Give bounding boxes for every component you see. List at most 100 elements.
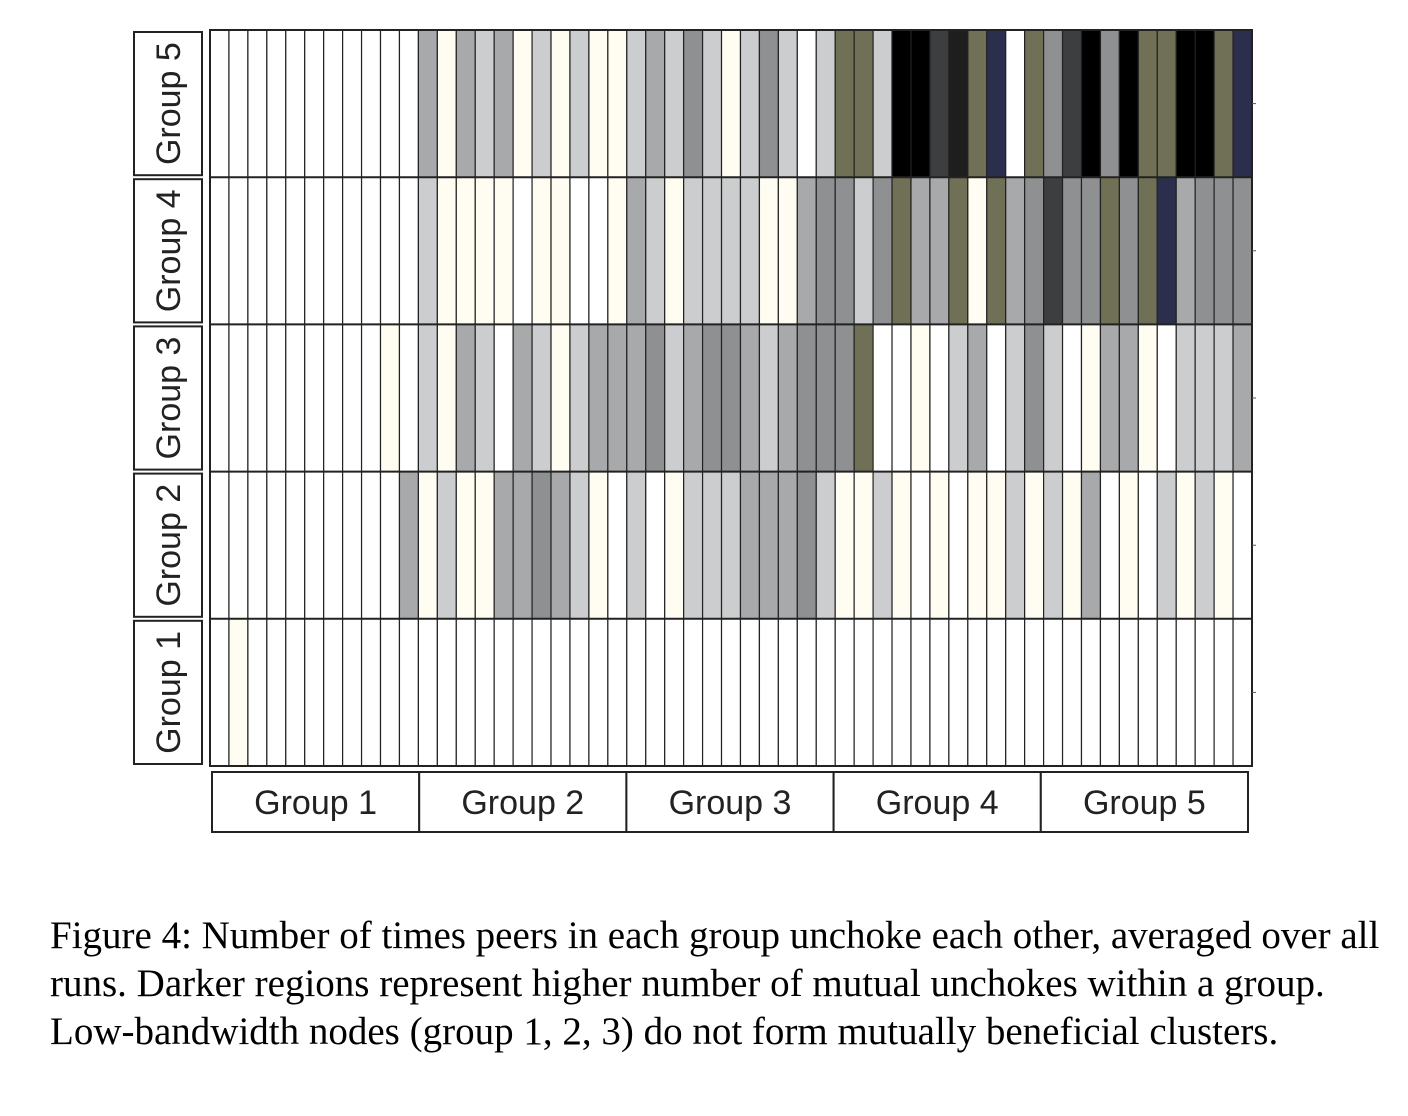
heatmap-cell <box>948 471 969 620</box>
heatmap-cell <box>815 471 836 620</box>
heatmap-cell <box>398 29 420 178</box>
heatmap-cell <box>342 471 363 620</box>
y-tick-label: Group 3 <box>150 337 188 460</box>
heatmap-cell <box>739 618 761 767</box>
heatmap-cell <box>626 323 647 473</box>
x-tick-label: Group 5 <box>1083 784 1206 822</box>
heatmap-cell <box>1156 29 1177 178</box>
heatmap-cell <box>910 471 931 620</box>
heatmap-cell <box>1080 176 1102 325</box>
heatmap-cell <box>588 323 609 473</box>
heatmap-cell <box>1194 323 1215 473</box>
heatmap-cell <box>266 323 287 473</box>
heatmap-cell <box>834 618 855 767</box>
heatmap-cell <box>607 29 628 178</box>
heatmap-cell <box>379 176 401 325</box>
heatmap-cell <box>323 618 344 767</box>
heatmap-row <box>209 471 1253 620</box>
heatmap-cell <box>891 323 912 473</box>
heatmap-cell <box>1118 618 1139 767</box>
heatmap-cell <box>986 323 1007 473</box>
heatmap-cell <box>1080 29 1102 178</box>
heatmap-cell <box>967 471 988 620</box>
heatmap-cell <box>247 323 268 473</box>
heatmap-cell <box>474 323 495 473</box>
heatmap-cell <box>929 176 950 325</box>
heatmap-cell <box>455 471 476 620</box>
heatmap-cell <box>1175 618 1196 767</box>
heatmap-cell <box>815 29 836 178</box>
heatmap-cell <box>948 323 969 473</box>
heatmap-cell <box>550 176 571 325</box>
heatmap-cell <box>645 29 666 178</box>
heatmap-cell <box>228 323 249 473</box>
heatmap-cell <box>1061 471 1083 620</box>
heatmap-cell <box>588 618 609 767</box>
heatmap-cell <box>436 323 457 473</box>
heatmap-cell <box>379 471 401 620</box>
y-group-label-box <box>133 178 203 324</box>
heatmap-cell <box>1061 176 1083 325</box>
heatmap-cell <box>967 618 988 767</box>
heatmap-cell <box>379 618 401 767</box>
heatmap-cell <box>285 471 306 620</box>
heatmap-cell <box>1175 323 1196 473</box>
heatmap-cell <box>304 176 325 325</box>
heatmap-cell <box>986 176 1007 325</box>
heatmap-cell <box>683 323 704 473</box>
heatmap-cell <box>1213 471 1234 620</box>
heatmap-cell <box>1232 471 1253 620</box>
heatmap-cell <box>455 176 476 325</box>
heatmap-cell <box>512 176 533 325</box>
heatmap-cell <box>550 29 571 178</box>
heatmap-cell <box>285 29 306 178</box>
heatmap-cell <box>777 29 798 178</box>
heatmap-cell <box>417 323 438 473</box>
heatmap-cell <box>1175 29 1196 178</box>
heatmap-cell <box>323 323 344 473</box>
y-group-label-box <box>133 325 203 471</box>
heatmap-cell <box>360 471 382 620</box>
heatmap-cell <box>209 618 230 767</box>
heatmap-cell <box>398 176 420 325</box>
heatmap-cell <box>815 176 836 325</box>
heatmap-cell <box>626 176 647 325</box>
heatmap-cell <box>531 29 552 178</box>
heatmap-cell <box>1156 176 1177 325</box>
heatmap-cell <box>853 618 874 767</box>
heatmap-cell <box>1061 618 1083 767</box>
heatmap-cell <box>683 618 704 767</box>
heatmap-cell <box>664 323 685 473</box>
heatmap-cell <box>436 618 457 767</box>
heatmap-cell <box>266 176 287 325</box>
heatmap-cell <box>228 29 249 178</box>
heatmap-cell <box>304 29 325 178</box>
heatmap-cell <box>512 29 533 178</box>
heatmap-cell <box>986 29 1007 178</box>
heatmap-cell <box>701 176 723 325</box>
heatmap-cell <box>645 471 666 620</box>
heatmap-cell <box>1099 618 1120 767</box>
heatmap-cell <box>777 471 798 620</box>
figure-caption: Figure 4: Number of times peers in each … <box>50 914 1380 1053</box>
x-group-label-box <box>211 771 421 833</box>
heatmap-cell <box>1213 29 1234 178</box>
heatmap-cell <box>739 471 761 620</box>
heatmap-cell <box>1175 176 1196 325</box>
heatmap-cell <box>758 176 779 325</box>
heatmap-cell <box>1080 618 1102 767</box>
heatmap-cell <box>304 471 325 620</box>
heatmap-cell <box>512 471 533 620</box>
heatmap-cell <box>474 29 495 178</box>
heatmap-cell <box>1042 618 1064 767</box>
heatmap-cell <box>967 29 988 178</box>
heatmap-cell <box>891 618 912 767</box>
y-tick-label: Group 4 <box>150 189 188 312</box>
heatmap-cell <box>1137 29 1158 178</box>
heatmap-cell <box>1118 176 1139 325</box>
heatmap-cell <box>569 29 590 178</box>
heatmap-cell <box>398 471 420 620</box>
heatmap-cell <box>1061 323 1083 473</box>
heatmap-cell <box>417 471 438 620</box>
heatmap-row <box>209 323 1253 473</box>
